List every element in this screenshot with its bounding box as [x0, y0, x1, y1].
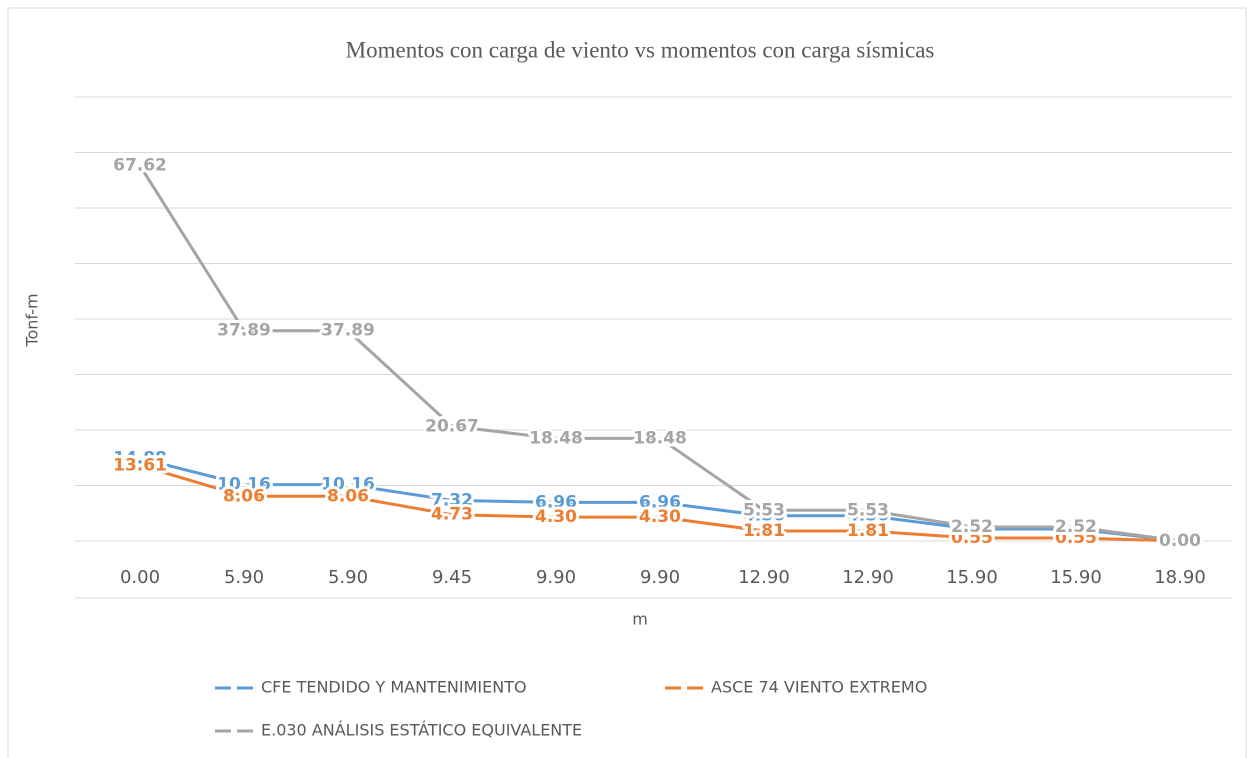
data-label: 37.89: [321, 321, 375, 341]
data-label: 8.06: [327, 486, 369, 506]
data-label: 4.56: [847, 506, 889, 526]
data-label: 13.61: [113, 455, 167, 475]
data-label: 5.53: [743, 500, 785, 520]
data-label: 0.00: [1159, 531, 1201, 551]
data-label: 6.96: [639, 492, 681, 512]
x-tick-label: 12.90: [738, 567, 790, 588]
x-tick-label: 9.90: [536, 567, 576, 588]
chart-frame: [7, 7, 1247, 758]
legend-label: CFE TENDIDO Y MANTENIMIENTO: [261, 678, 527, 697]
data-label: 0.55: [951, 528, 993, 548]
legend-label: ASCE 74 VIENTO EXTREMO: [711, 678, 927, 697]
chart-title: Momentos con carga de viento vs momentos…: [346, 37, 935, 62]
data-label: 1.81: [743, 521, 785, 541]
legend-label: E.030 ANÁLISIS ESTÁTICO EQUIVALENTE: [261, 721, 582, 740]
data-label: 5.53: [847, 500, 889, 520]
y-axis-title: Tonf-m: [23, 293, 42, 347]
data-label: 8.06: [223, 486, 265, 506]
data-label: 4.56: [743, 506, 785, 526]
data-label: 67.62: [113, 156, 167, 176]
data-label: 2.16: [1055, 519, 1097, 539]
x-tick-label: 9.45: [432, 567, 472, 588]
x-tick-label: 5.90: [328, 567, 368, 588]
data-label: 4.30: [639, 507, 681, 527]
x-tick-label: 0.00: [120, 567, 160, 588]
x-axis-title: m: [632, 610, 648, 629]
data-label: 10.16: [321, 475, 375, 495]
data-label: 2.52: [1055, 517, 1097, 537]
x-tick-label: 5.90: [224, 567, 264, 588]
data-label: 0.55: [1055, 528, 1097, 548]
data-label: 4.73: [431, 505, 473, 525]
data-label: 1.81: [847, 521, 889, 541]
x-tick-label: 12.90: [842, 567, 894, 588]
data-label: 4.30: [535, 507, 577, 527]
x-tick-label: 18.90: [1154, 567, 1206, 588]
data-label: 7.32: [431, 490, 473, 510]
data-label: 2.52: [951, 517, 993, 537]
data-label: 10.16: [217, 475, 271, 495]
data-label: 6.96: [535, 492, 577, 512]
data-label: 18.48: [633, 428, 687, 448]
data-label: 14.88: [113, 448, 167, 468]
data-label: 0.00: [1159, 531, 1201, 551]
x-tick-label: 9.90: [640, 567, 680, 588]
x-tick-label: 15.90: [946, 567, 998, 588]
series-line: [139, 456, 1181, 543]
data-label: 37.89: [217, 321, 271, 341]
data-label: 0.00: [1159, 531, 1201, 551]
data-label: 18.48: [529, 428, 583, 448]
data-label: 20.67: [425, 416, 479, 436]
x-tick-label: 15.90: [1050, 567, 1102, 588]
series-line: [139, 464, 1181, 543]
data-label: 2.16: [951, 519, 993, 539]
series-line: [138, 164, 1181, 543]
